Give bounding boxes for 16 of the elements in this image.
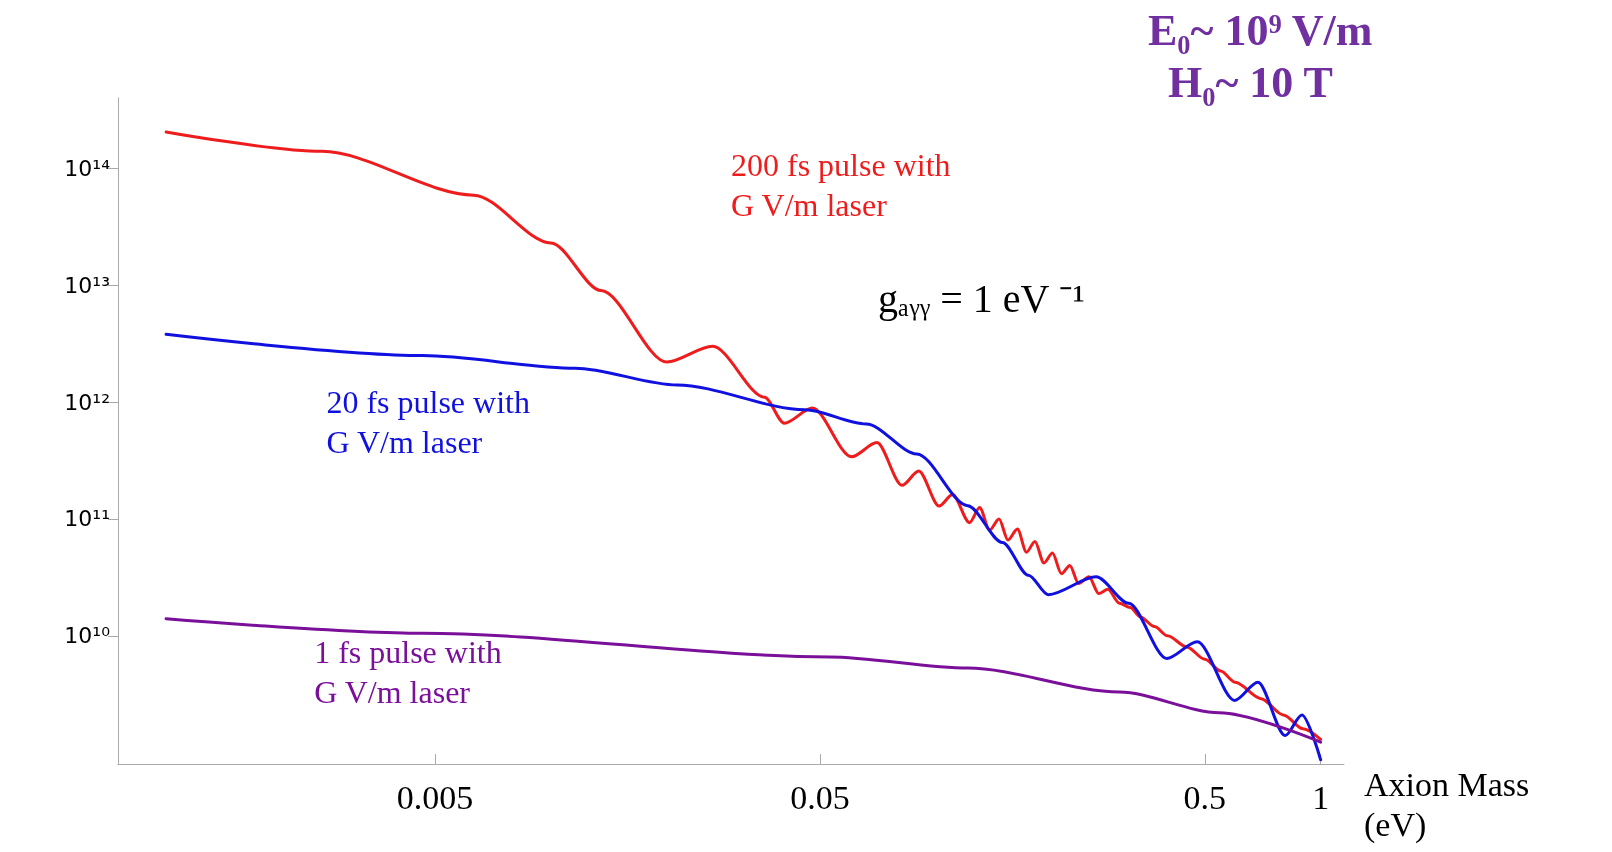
y-tick-label: 10¹¹ [64, 506, 110, 532]
text: 200 fs pulse with G V/m laser [731, 147, 951, 224]
y-tick-label: 10¹³ [64, 272, 110, 298]
annotation: H₀~ 10 T [1168, 57, 1333, 107]
x-tick-label: 0.5 [1183, 778, 1227, 816]
x-axis-title: Axion Mass (eV) [1364, 765, 1530, 844]
series-label: 1 fs pulse with G V/m laser [314, 634, 502, 711]
y-tick-label: 10¹² [64, 389, 110, 415]
y-tick-label: 10¹⁴ [64, 155, 111, 181]
x-tick-label: 0.05 [790, 778, 850, 816]
y-tick-label: 10¹⁰ [64, 623, 111, 649]
annotation: gₐᵧᵧ = 1 eV ⁻¹ [878, 275, 1085, 321]
x-tick-label: 1 [1312, 778, 1330, 816]
x-tick-label: 0.005 [396, 778, 474, 816]
series-label: 20 fs pulse with G V/m laser [326, 383, 530, 460]
text: E₀~ 10⁹ V/m [1148, 5, 1373, 55]
